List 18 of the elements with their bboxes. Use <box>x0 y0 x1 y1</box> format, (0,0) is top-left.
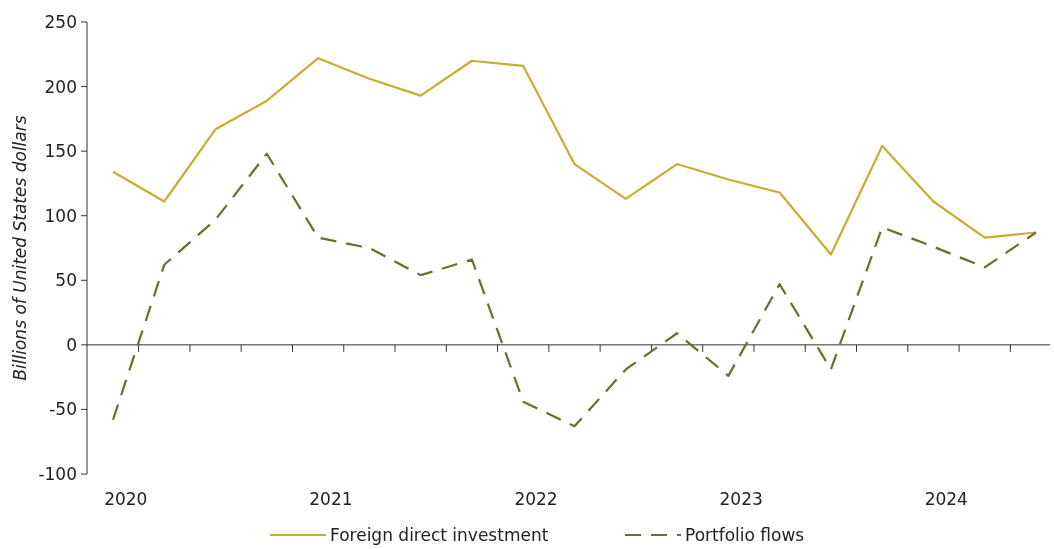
y-tick-label: 150 <box>44 141 77 162</box>
y-tick-label: 250 <box>44 11 77 32</box>
x-tick-label: 2023 <box>719 489 763 509</box>
line-series <box>111 152 1038 428</box>
y-tick-label: 0 <box>66 334 77 355</box>
y-tick-label: 100 <box>44 205 77 226</box>
legend-label: Portfolio flows <box>685 524 805 545</box>
x-tick-label: 2022 <box>514 489 558 509</box>
x-tick-label: 2021 <box>309 489 353 509</box>
y-tick-label: 50 <box>55 270 77 291</box>
y-tick-label: -100 <box>38 463 77 484</box>
x-tick-label: 2020 <box>104 489 148 509</box>
y-tick-label: -50 <box>49 399 77 420</box>
y-axis-title: Billions of United States dollars <box>10 115 30 381</box>
x-tick-label: 2024 <box>924 489 968 509</box>
legend-label: Foreign direct investment <box>330 524 549 545</box>
line-series <box>111 57 1038 256</box>
y-tick-label: 200 <box>44 76 77 97</box>
